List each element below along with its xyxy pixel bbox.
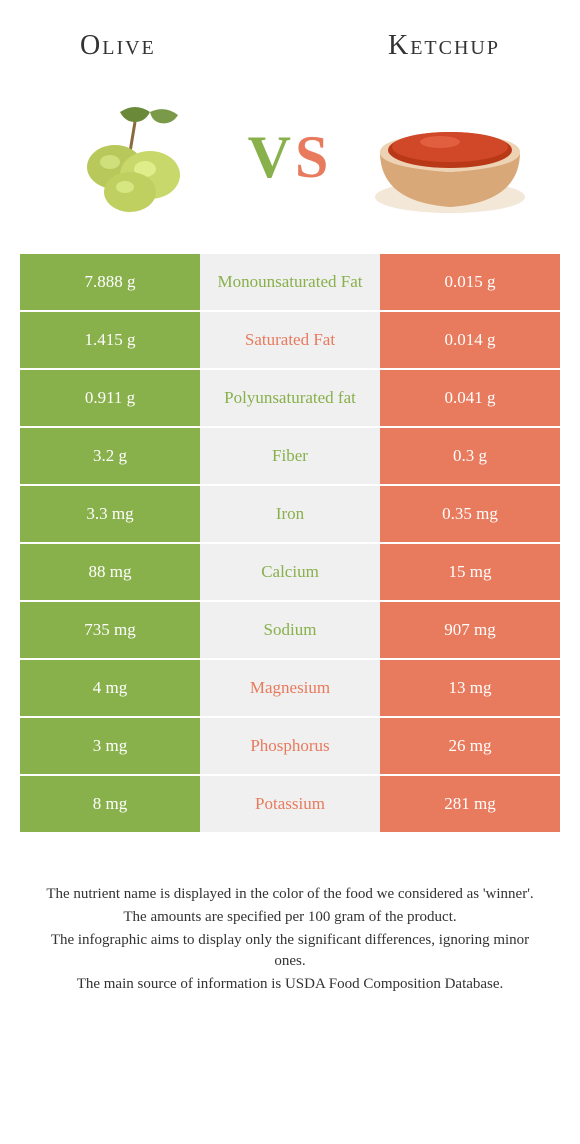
title-olive: Olive — [80, 30, 156, 62]
value-ketchup: 15 mg — [380, 543, 560, 601]
value-ketchup: 0.3 g — [380, 427, 560, 485]
vs-s: S — [295, 124, 332, 190]
olive-image — [40, 92, 220, 222]
table-row: 3.3 mgIron0.35 mg — [20, 485, 560, 543]
table-row: 1.415 gSaturated Fat0.014 g — [20, 311, 560, 369]
value-olive: 3.2 g — [20, 427, 200, 485]
nutrient-name: Phosphorus — [200, 717, 380, 775]
value-olive: 1.415 g — [20, 311, 200, 369]
vs-label: VS — [248, 123, 333, 192]
vs-row: VS — [20, 82, 560, 252]
nutrition-table: 7.888 gMonounsaturated Fat0.015 g1.415 g… — [20, 252, 560, 834]
value-olive: 3.3 mg — [20, 485, 200, 543]
nutrient-name: Polyunsaturated fat — [200, 369, 380, 427]
value-olive: 735 mg — [20, 601, 200, 659]
table-row: 3 mgPhosphorus26 mg — [20, 717, 560, 775]
nutrient-name: Potassium — [200, 775, 380, 833]
table-row: 735 mgSodium907 mg — [20, 601, 560, 659]
value-olive: 7.888 g — [20, 253, 200, 311]
value-olive: 3 mg — [20, 717, 200, 775]
value-olive: 88 mg — [20, 543, 200, 601]
nutrient-name: Monounsaturated Fat — [200, 253, 380, 311]
table-row: 8 mgPotassium281 mg — [20, 775, 560, 833]
table-row: 7.888 gMonounsaturated Fat0.015 g — [20, 253, 560, 311]
value-ketchup: 907 mg — [380, 601, 560, 659]
value-ketchup: 0.041 g — [380, 369, 560, 427]
value-ketchup: 0.014 g — [380, 311, 560, 369]
nutrient-name: Sodium — [200, 601, 380, 659]
value-ketchup: 26 mg — [380, 717, 560, 775]
table-row: 3.2 gFiber0.3 g — [20, 427, 560, 485]
footer-line-2: The amounts are specified per 100 gram o… — [40, 907, 540, 928]
nutrient-name: Iron — [200, 485, 380, 543]
title-ketchup: Ketchup — [388, 30, 500, 62]
value-ketchup: 0.015 g — [380, 253, 560, 311]
nutrient-name: Magnesium — [200, 659, 380, 717]
table-row: 4 mgMagnesium13 mg — [20, 659, 560, 717]
value-olive: 8 mg — [20, 775, 200, 833]
nutrient-name: Calcium — [200, 543, 380, 601]
vs-v: V — [248, 124, 295, 190]
footer: The nutrient name is displayed in the co… — [20, 884, 560, 995]
footer-line-4: The main source of information is USDA F… — [40, 974, 540, 995]
value-ketchup: 281 mg — [380, 775, 560, 833]
value-ketchup: 13 mg — [380, 659, 560, 717]
footer-line-3: The infographic aims to display only the… — [40, 930, 540, 972]
nutrient-name: Saturated Fat — [200, 311, 380, 369]
table-row: 0.911 gPolyunsaturated fat0.041 g — [20, 369, 560, 427]
table-row: 88 mgCalcium15 mg — [20, 543, 560, 601]
value-olive: 0.911 g — [20, 369, 200, 427]
footer-line-1: The nutrient name is displayed in the co… — [40, 884, 540, 905]
value-olive: 4 mg — [20, 659, 200, 717]
header: Olive Ketchup — [20, 20, 560, 82]
nutrient-name: Fiber — [200, 427, 380, 485]
value-ketchup: 0.35 mg — [380, 485, 560, 543]
ketchup-image — [360, 92, 540, 222]
